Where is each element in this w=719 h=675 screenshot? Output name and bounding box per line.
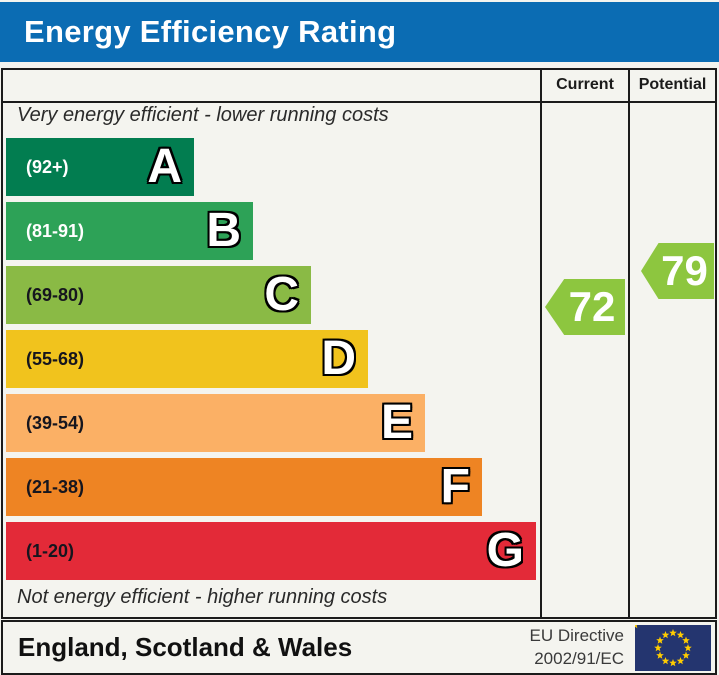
eu-directive-line1: EU Directive xyxy=(529,626,624,646)
band-a-letter: A xyxy=(147,140,182,193)
band-e-range: (39-54) xyxy=(26,412,85,433)
band-f: (21-38) F xyxy=(6,458,482,516)
band-f-range: (21-38) xyxy=(26,476,85,497)
top-note: Very energy efficient - lower running co… xyxy=(17,104,389,126)
eu-directive-label: EU Directive 2002/91/EC xyxy=(530,625,624,669)
band-a-range: (92+) xyxy=(26,156,69,177)
band-g-range: (1-20) xyxy=(26,540,75,561)
region-label: England, Scotland & Wales xyxy=(18,632,353,662)
current-column-header: Current xyxy=(556,76,614,93)
current-rating-value: 72 xyxy=(568,283,616,330)
potential-rating-pointer: 79 xyxy=(641,243,714,299)
band-c-letter: C xyxy=(264,268,299,321)
bottom-note: Not energy efficient - higher running co… xyxy=(17,586,388,608)
band-g-letter: G xyxy=(486,524,524,577)
band-b-letter: B xyxy=(206,204,241,257)
potential-column-divider xyxy=(628,70,630,617)
band-d-letter: D xyxy=(321,332,356,385)
page-title: Energy Efficiency Rating xyxy=(24,14,397,49)
band-a: (92+) A xyxy=(6,138,194,196)
band-b: (81-91) B xyxy=(6,202,253,260)
potential-column-header: Potential xyxy=(638,76,707,93)
eu-flag-stars xyxy=(635,624,692,666)
potential-rating-value: 79 xyxy=(661,247,708,294)
band-c-range: (69-80) xyxy=(26,284,85,305)
band-e-letter: E xyxy=(380,396,413,449)
eu-directive-line2: 2002/91/EC xyxy=(534,648,624,668)
band-g: (1-20) G xyxy=(6,522,536,580)
band-f-letter: F xyxy=(440,460,470,513)
current-column-divider xyxy=(540,70,542,617)
band-c: (69-80) C xyxy=(6,266,311,324)
band-b-range: (81-91) xyxy=(26,220,85,241)
band-e: (39-54) E xyxy=(6,394,425,452)
eu-flag-icon xyxy=(635,624,711,671)
band-d-range: (55-68) xyxy=(26,348,85,369)
rating-table: Current Potential Very energy efficient … xyxy=(1,68,717,619)
footer-bar: England, Scotland & Wales EU Directive 2… xyxy=(1,620,717,675)
table-header-row: Current Potential xyxy=(3,70,715,103)
band-d: (55-68) D xyxy=(6,330,368,388)
current-rating-pointer: 72 xyxy=(545,279,625,335)
title-bar: Energy Efficiency Rating xyxy=(0,2,719,62)
